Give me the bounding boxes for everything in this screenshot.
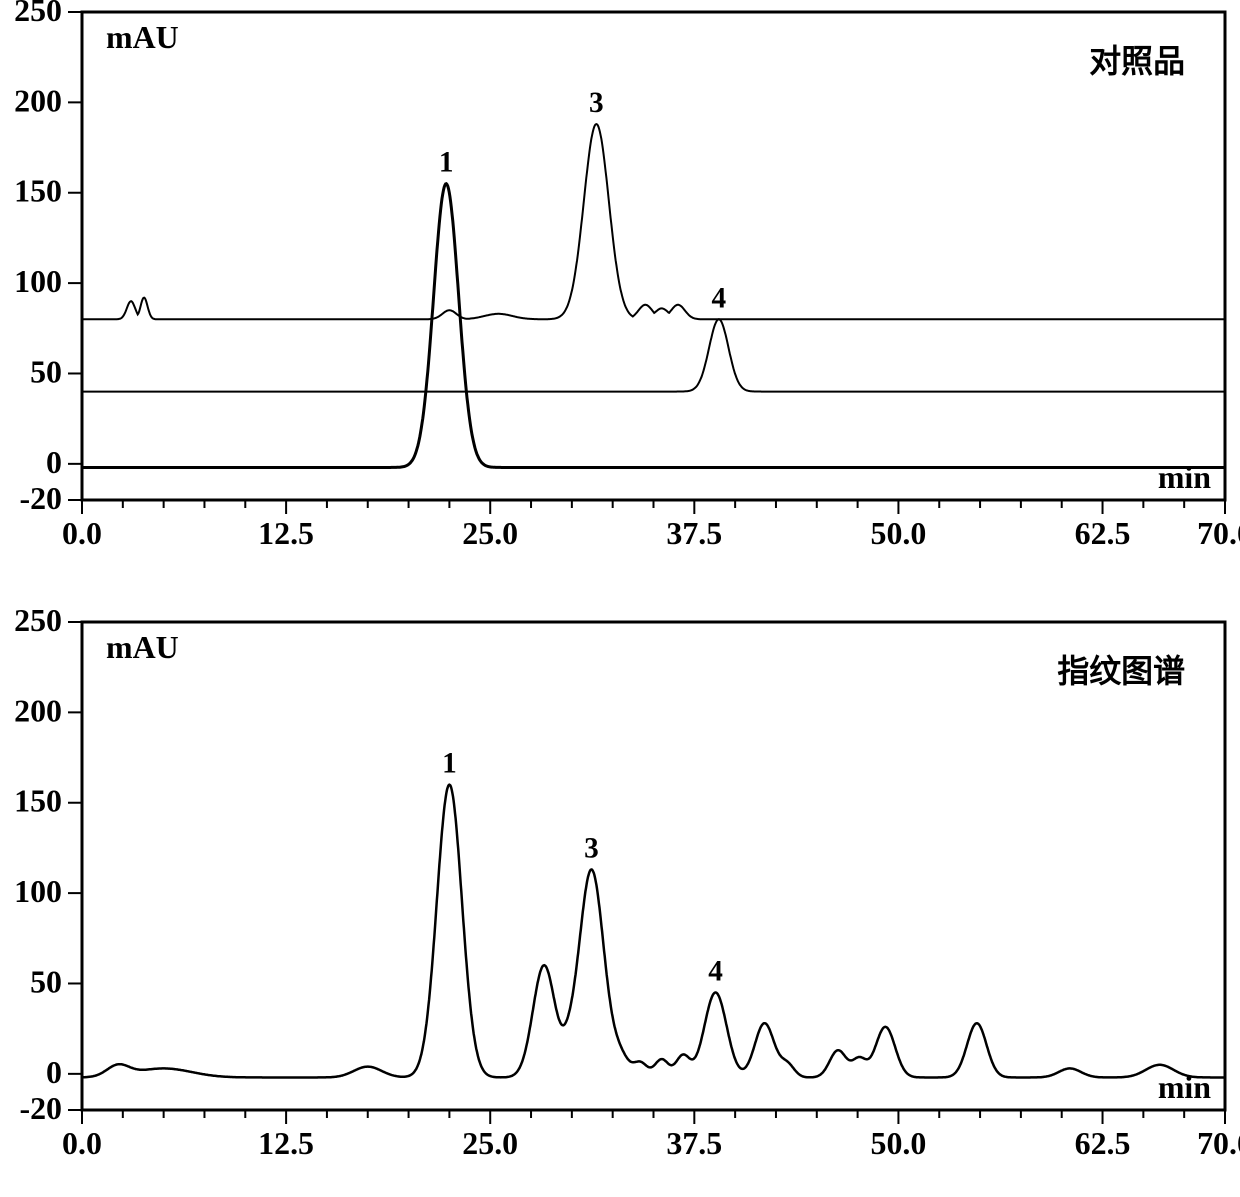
peak-label: 3 (589, 87, 604, 119)
y-tick-label: 150 (14, 174, 62, 209)
peak-label: 1 (442, 748, 457, 780)
x-unit-label: min (1158, 460, 1211, 495)
y-tick-label: 100 (14, 264, 62, 299)
peak-label: 4 (712, 282, 727, 314)
y-tick-label: 200 (14, 83, 62, 118)
x-tick-label: 25.0 (462, 516, 518, 551)
peak-label: 4 (708, 956, 723, 988)
x-tick-label: 12.5 (258, 516, 314, 551)
x-tick-label: 50.0 (871, 516, 927, 551)
y-tick-label: 250 (14, 0, 62, 28)
x-tick-label: 12.5 (258, 1126, 314, 1161)
y-tick-label: 0 (46, 445, 62, 480)
x-tick-label: 70.0 (1197, 1126, 1240, 1161)
figure-root: -200501001502002500.012.525.037.550.062.… (0, 0, 1240, 1197)
y-tick-label: 0 (46, 1055, 62, 1090)
panel-title: 对照品 (1089, 43, 1185, 79)
chromatogram-trace (82, 785, 1225, 1078)
chromatogram-trace (82, 319, 1225, 391)
chromatogram-trace (82, 124, 1225, 319)
y-tick-label: 50 (30, 354, 62, 389)
chromatogram-svg-top: -200 50 100 150 200 250 0.0 12.5 25.0 37.5 50.0 62.… (0, 0, 1240, 570)
x-tick-label: 0.0 (62, 516, 102, 551)
peak-label: 1 (439, 147, 454, 179)
y-tick-label: 150 (14, 784, 62, 819)
chromatogram-panel-reference: -200 50 100 150 200 250 0.0 12.5 25.0 37.5 50.0 62.… (0, 0, 1240, 570)
x-tick-label: 70.0 (1197, 516, 1240, 551)
y-tick-label: 100 (14, 874, 62, 909)
x-tick-label: 0.0 (62, 1126, 102, 1161)
y-unit-label: mAU (106, 630, 179, 665)
peak-label: 3 (584, 833, 599, 865)
chromatogram-svg-bot: -200 50 100 150 200 250 0.0 12.5 25.0 37.5 50.0 62.… (0, 610, 1240, 1180)
y-tick-label: 250 (14, 610, 62, 638)
y-unit-label: mAU (106, 20, 179, 55)
y-tick-label: -20 (19, 1091, 62, 1126)
x-tick-label: 62.5 (1075, 516, 1131, 551)
chromatogram-panel-fingerprint: -200 50 100 150 200 250 0.0 12.5 25.0 37.5 50.0 62.… (0, 610, 1240, 1180)
y-tick-label: -20 (19, 481, 62, 516)
x-tick-label: 62.5 (1075, 1126, 1131, 1161)
x-tick-label: 37.5 (666, 1126, 722, 1161)
chromatogram-trace (82, 184, 1225, 468)
panel-title: 指纹图谱 (1057, 653, 1185, 689)
x-tick-label: 50.0 (871, 1126, 927, 1161)
x-tick-label: 25.0 (462, 1126, 518, 1161)
x-tick-label: 37.5 (666, 516, 722, 551)
y-tick-label: 200 (14, 693, 62, 728)
y-tick-label: 50 (30, 964, 62, 999)
